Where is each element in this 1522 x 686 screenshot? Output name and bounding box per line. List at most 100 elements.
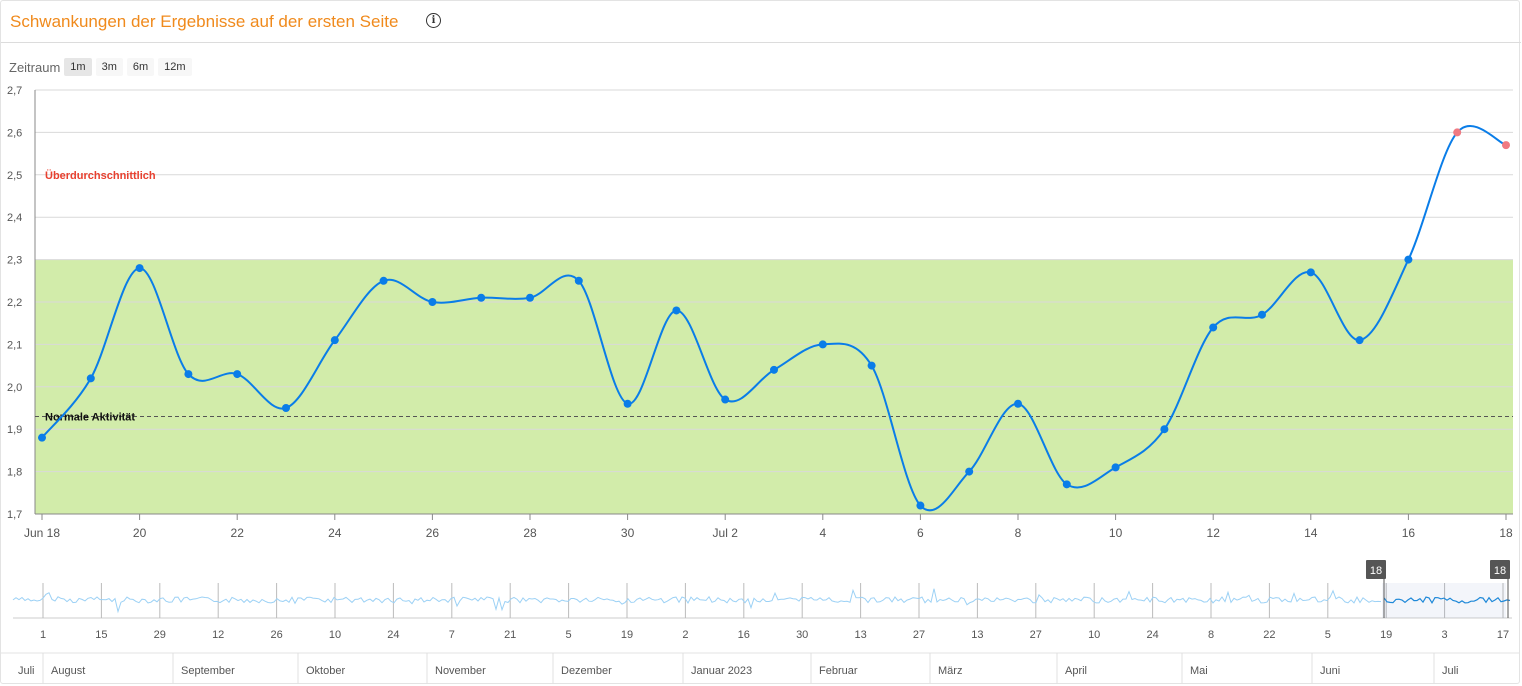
navigator-tick-label: 22 (1263, 629, 1275, 641)
navigator-handle-start-label: 18 (1370, 565, 1382, 577)
month-label: November (435, 665, 486, 677)
navigator-tick-label: 26 (270, 629, 282, 641)
data-point (1209, 323, 1218, 332)
data-point (379, 276, 388, 285)
navigator-tick-label: 2 (682, 629, 688, 641)
above-average-label: Überdurchschnittlich (45, 169, 156, 182)
month-label: Juni (1320, 665, 1340, 677)
month-label: März (938, 665, 962, 677)
y-tick-label: 2,3 (7, 255, 22, 267)
month-label: Mai (1190, 665, 1208, 677)
data-point (233, 370, 242, 379)
data-point (1453, 128, 1462, 137)
data-point (330, 336, 339, 345)
data-point (135, 264, 144, 273)
y-tick-label: 2,6 (7, 127, 22, 139)
x-tick-label: Jun 18 (24, 526, 60, 540)
navigator-line-selected (1383, 596, 1511, 604)
x-tick-label: Jul 2 (713, 526, 739, 540)
navigator-tick-label: 24 (1146, 629, 1158, 641)
navigator-tick-label: 19 (621, 629, 633, 641)
data-point (721, 395, 730, 404)
range-button-6m[interactable]: 6m (126, 58, 155, 76)
navigator-tick-label: 5 (1325, 629, 1331, 641)
y-tick-label: 1,7 (7, 509, 22, 521)
normal-activity-label: Normale Aktivität (45, 411, 135, 423)
x-tick-label: 18 (1499, 526, 1513, 540)
x-tick-label: 20 (133, 526, 147, 540)
navigator-tick-label: 27 (913, 629, 925, 641)
x-tick-label: 30 (621, 526, 635, 540)
navigator-tick-label: 10 (1088, 629, 1100, 641)
y-tick-label: 2,5 (7, 170, 22, 182)
data-point (526, 293, 534, 302)
data-point (1014, 399, 1022, 408)
x-tick-label: 26 (426, 526, 440, 540)
navigator-tick-label: 13 (854, 629, 866, 641)
y-tick-label: 1,9 (7, 424, 22, 436)
navigator-tick-label: 10 (329, 629, 341, 641)
navigator-tick-label: 7 (449, 629, 455, 641)
navigator-handle-end-label: 18 (1494, 565, 1506, 577)
data-point (1258, 310, 1266, 319)
month-label: August (51, 665, 85, 677)
navigator-tick-label: 5 (566, 629, 572, 641)
data-point (965, 467, 974, 476)
data-point (1355, 336, 1364, 345)
range-button-3m[interactable]: 3m (95, 58, 123, 76)
info-icon[interactable]: i (426, 13, 441, 28)
y-tick-label: 2,2 (7, 297, 22, 309)
y-tick-label: 2,7 (7, 85, 22, 97)
data-point (477, 293, 486, 302)
data-point (38, 433, 46, 442)
navigator-tick-label: 16 (738, 629, 750, 641)
navigator-tick-label: 21 (504, 629, 516, 641)
range-label: Zeitraum (9, 59, 61, 75)
navigator-line (12, 588, 1382, 614)
range-button-12m[interactable]: 12m (158, 58, 192, 76)
y-tick-label: 2,1 (7, 339, 22, 351)
month-label: Dezember (561, 665, 612, 677)
range-button-1m[interactable]: 1m (64, 58, 92, 76)
x-tick-label: 24 (328, 526, 342, 540)
navigator-tick-label: 13 (971, 629, 983, 641)
navigator-handle-start-box (1366, 560, 1386, 579)
month-label: Oktober (306, 665, 345, 677)
navigator-tick-label: 29 (154, 629, 166, 641)
x-tick-label: 16 (1402, 526, 1416, 540)
data-point (1062, 480, 1071, 489)
y-tick-label: 2,0 (7, 382, 22, 394)
y-tick-label: 2,4 (7, 212, 22, 224)
x-tick-label: 12 (1207, 526, 1221, 540)
navigator-tick-label: 27 (1030, 629, 1042, 641)
navigator-tick-label: 3 (1442, 629, 1448, 641)
navigator-tick-label: 12 (212, 629, 224, 641)
data-point (916, 501, 925, 510)
x-tick-label: 14 (1304, 526, 1318, 540)
month-label: Januar 2023 (691, 665, 752, 677)
navigator-tick-label: 30 (796, 629, 808, 641)
navigator-tick-label: 1 (40, 629, 46, 641)
x-tick-label: 6 (917, 526, 924, 540)
navigator-tick-label: 19 (1380, 629, 1392, 641)
data-point (672, 306, 681, 315)
navigator-tick-label: 24 (387, 629, 399, 641)
data-point (770, 365, 778, 374)
x-tick-label: 8 (1015, 526, 1022, 540)
data-point (428, 298, 437, 306)
data-point (1404, 255, 1413, 264)
navigator-tick-label: 17 (1497, 629, 1509, 641)
month-label: Juli (1442, 665, 1459, 677)
card-header: Schwankungen der Ergebnisse auf der erst… (1, 1, 1521, 43)
data-point (623, 399, 632, 408)
navigator-handle-end-box (1490, 560, 1510, 579)
data-point (1306, 268, 1315, 277)
month-label: Juli (18, 665, 35, 677)
month-label: Februar (819, 665, 858, 677)
navigator-tick-label: 15 (95, 629, 107, 641)
range-selector: Zeitraum 1m 3m 6m 12m (9, 57, 196, 77)
month-label: September (181, 665, 235, 677)
data-point (574, 276, 583, 285)
